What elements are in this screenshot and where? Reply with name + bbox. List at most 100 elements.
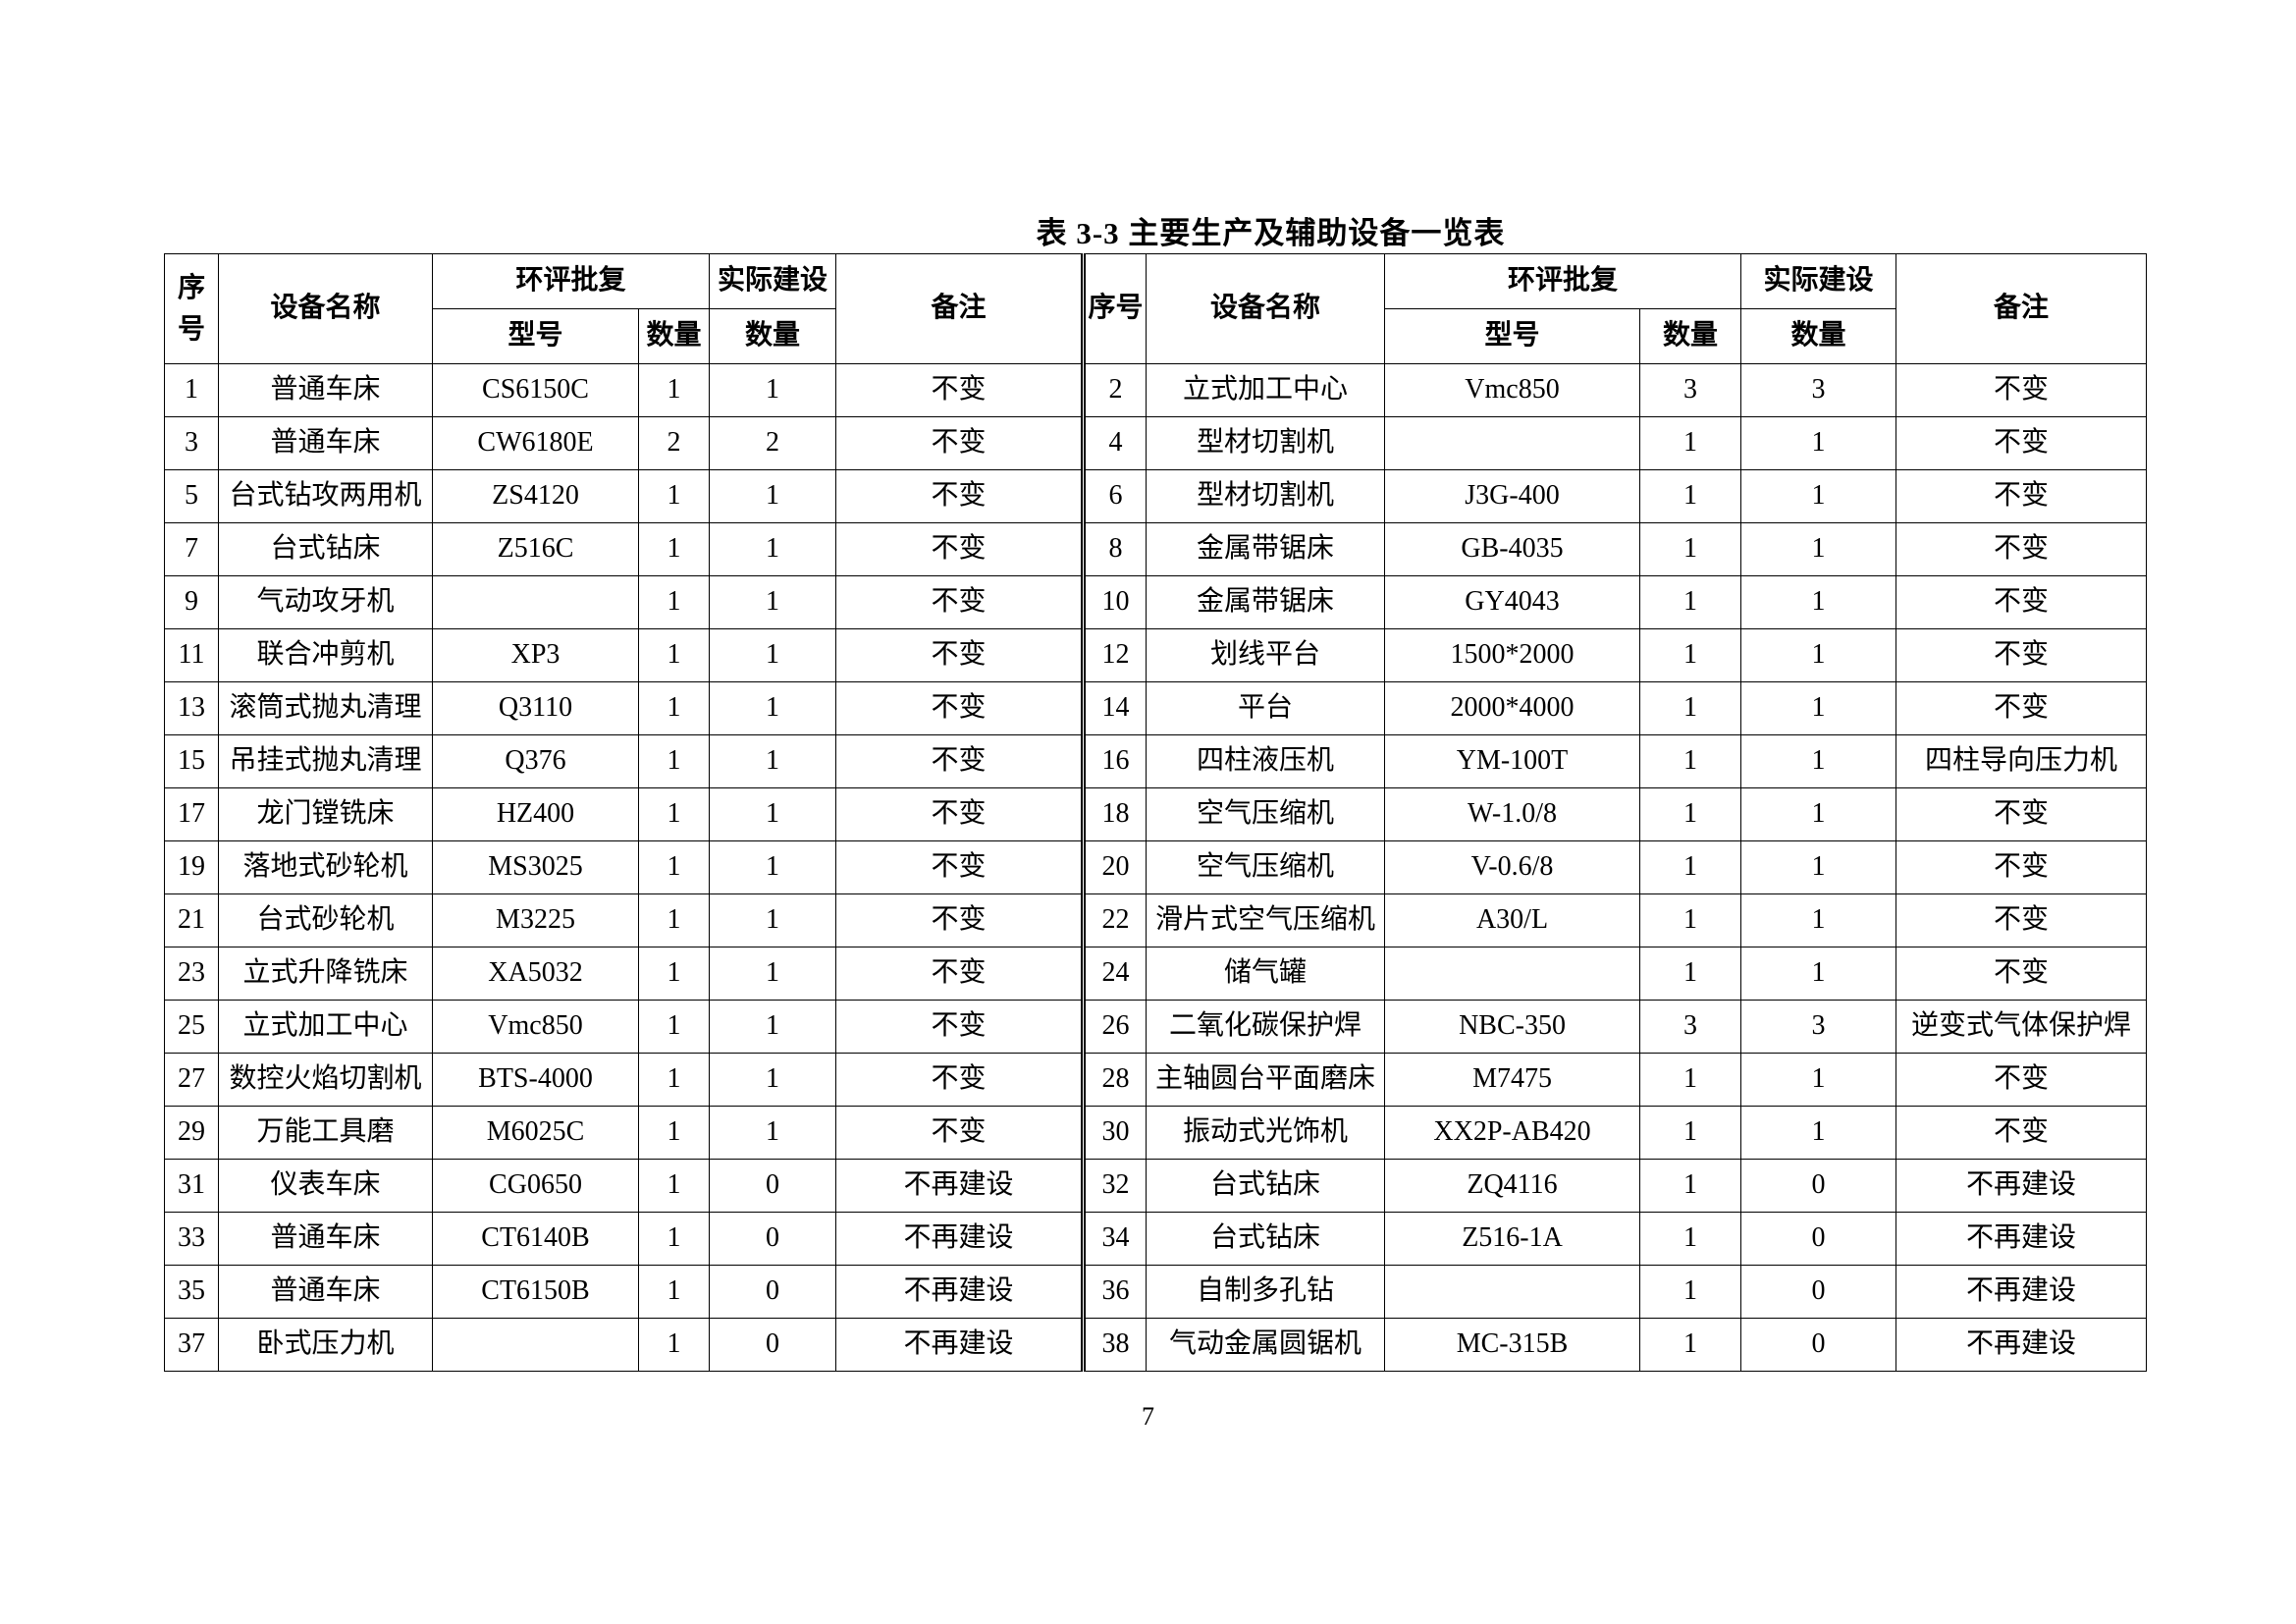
cell-remark: 不变 xyxy=(835,628,1085,682)
cell-name: 台式钻床 xyxy=(218,522,433,576)
cell-actual-qty: 3 xyxy=(1740,1000,1897,1054)
cell-remark: 不变 xyxy=(835,575,1085,629)
cell-seq: 17 xyxy=(164,787,219,841)
cell-remark: 不变 xyxy=(1896,681,2148,735)
cell-seq: 15 xyxy=(164,734,219,788)
cell-remark: 不变 xyxy=(835,840,1085,894)
cell-qty: 1 xyxy=(1639,681,1742,735)
cell-remark: 不再建设 xyxy=(835,1265,1085,1319)
cell-actual-qty: 1 xyxy=(709,628,837,682)
cell-actual-qty: 1 xyxy=(1740,681,1897,735)
cell-model xyxy=(432,1318,639,1372)
cell-qty: 1 xyxy=(1639,1159,1742,1213)
cell-name: 普通车床 xyxy=(218,416,433,470)
cell-actual-qty: 1 xyxy=(709,1000,837,1054)
cell-name: 龙门镗铣床 xyxy=(218,787,433,841)
cell-actual-qty: 0 xyxy=(1740,1212,1897,1266)
header-name-right: 设备名称 xyxy=(1146,253,1386,364)
cell-remark: 不变 xyxy=(835,1053,1085,1107)
cell-qty: 1 xyxy=(637,363,711,417)
cell-remark: 不再建设 xyxy=(1896,1318,2148,1372)
header-seq: 序号 xyxy=(164,253,219,364)
cell-actual-qty: 0 xyxy=(709,1159,837,1213)
cell-seq: 32 xyxy=(1081,1159,1148,1213)
cell-seq: 1 xyxy=(164,363,219,417)
cell-qty: 3 xyxy=(1639,1000,1742,1054)
cell-actual-qty: 1 xyxy=(709,787,837,841)
cell-model: MS3025 xyxy=(432,840,639,894)
cell-model: CS6150C xyxy=(432,363,639,417)
cell-name: 型材切割机 xyxy=(1146,469,1386,523)
cell-remark: 不变 xyxy=(835,469,1085,523)
cell-remark: 不变 xyxy=(1896,575,2148,629)
cell-model: J3G-400 xyxy=(1384,469,1641,523)
table-row: 21 台式砂轮机 M3225 1 1 不变 22 滑片式空气压缩机 A30/L 1 1 不变 xyxy=(164,893,2148,947)
cell-actual-qty: 1 xyxy=(1740,840,1897,894)
cell-actual-qty: 0 xyxy=(1740,1318,1897,1372)
table-row: 1 普通车床 CS6150C 1 1 不变 2 立式加工中心 Vmc850 3 3 不变 xyxy=(164,363,2148,417)
cell-seq: 31 xyxy=(164,1159,219,1213)
cell-seq: 35 xyxy=(164,1265,219,1319)
cell-model: XA5032 xyxy=(432,947,639,1001)
cell-qty: 1 xyxy=(1639,947,1742,1001)
cell-actual-qty: 1 xyxy=(709,575,837,629)
cell-actual-qty: 1 xyxy=(709,947,837,1001)
cell-actual-qty: 1 xyxy=(1740,893,1897,947)
header-approval: 环评批复 xyxy=(431,253,711,309)
cell-seq: 33 xyxy=(164,1212,219,1266)
cell-name: 四柱液压机 xyxy=(1146,734,1386,788)
table-row: 5 台式钻攻两用机 ZS4120 1 1 不变 6 型材切割机 J3G-400 1 1 不变 xyxy=(164,469,2148,523)
table-row: 11 联合冲剪机 XP3 1 1 不变 12 划线平台 1500*2000 1 1 不变 xyxy=(164,628,2148,682)
cell-seq: 27 xyxy=(164,1053,219,1107)
cell-qty: 1 xyxy=(637,1159,711,1213)
cell-model: NBC-350 xyxy=(1384,1000,1641,1054)
cell-seq: 18 xyxy=(1081,787,1148,841)
table-row: 23 立式升降铣床 XA5032 1 1 不变 24 储气罐 1 1 不变 xyxy=(164,947,2148,1001)
cell-model: ZQ4116 xyxy=(1384,1159,1641,1213)
header-row-1: 序号 设备名称 环评批复 实际建设 备注 序号 设备名称 环评批复 实际建设 备… xyxy=(164,253,2148,364)
cell-remark: 四柱导向压力机 xyxy=(1896,734,2148,788)
cell-qty: 1 xyxy=(1639,628,1742,682)
cell-name: 台式砂轮机 xyxy=(218,893,433,947)
cell-model xyxy=(1384,1265,1641,1319)
table-row: 27 数控火焰切割机 BTS-4000 1 1 不变 28 主轴圆台平面磨床 M7475 1 1 不变 xyxy=(164,1053,2148,1107)
cell-seq: 34 xyxy=(1081,1212,1148,1266)
cell-qty: 1 xyxy=(1639,787,1742,841)
cell-model: CG0650 xyxy=(432,1159,639,1213)
table-title: 表 3-3 主要生产及辅助设备一览表 xyxy=(1036,216,1506,250)
cell-remark: 不变 xyxy=(1896,1106,2148,1160)
cell-seq: 5 xyxy=(164,469,219,523)
cell-seq: 26 xyxy=(1081,1000,1148,1054)
cell-actual-qty: 0 xyxy=(709,1265,837,1319)
cell-name: 联合冲剪机 xyxy=(218,628,433,682)
cell-qty: 1 xyxy=(1639,416,1742,470)
cell-model: BTS-4000 xyxy=(432,1053,639,1107)
cell-actual-qty: 1 xyxy=(1740,628,1897,682)
cell-actual-qty: 1 xyxy=(709,1053,837,1107)
cell-name: 吊挂式抛丸清理 xyxy=(218,734,433,788)
cell-remark: 不变 xyxy=(1896,840,2148,894)
header-model-right: 型号 xyxy=(1384,308,1641,364)
cell-name: 万能工具磨 xyxy=(218,1106,433,1160)
cell-qty: 1 xyxy=(637,1265,711,1319)
cell-actual-qty: 1 xyxy=(1740,469,1897,523)
cell-qty: 1 xyxy=(637,628,711,682)
cell-remark: 不变 xyxy=(835,893,1085,947)
cell-actual-qty: 0 xyxy=(709,1212,837,1266)
cell-actual-qty: 0 xyxy=(709,1318,837,1372)
cell-name: 主轴圆台平面磨床 xyxy=(1146,1053,1386,1107)
header-actual-qty-right: 数量 xyxy=(1740,308,1897,364)
table-row: 37 卧式压力机 1 0 不再建设 38 气动金属圆锯机 MC-315B 1 0 不再建设 xyxy=(164,1318,2148,1372)
cell-remark: 不变 xyxy=(835,681,1085,735)
cell-qty: 1 xyxy=(637,681,711,735)
cell-remark: 不变 xyxy=(1896,363,2148,417)
cell-qty: 1 xyxy=(1639,893,1742,947)
cell-remark: 逆变式气体保护焊 xyxy=(1896,1000,2148,1054)
cell-actual-qty: 1 xyxy=(709,893,837,947)
cell-actual-qty: 1 xyxy=(1740,734,1897,788)
cell-remark: 不变 xyxy=(1896,416,2148,470)
table-row: 25 立式加工中心 Vmc850 1 1 不变 26 二氧化碳保护焊 NBC-350 3 3 逆变式气… xyxy=(164,1000,2148,1054)
cell-model: M6025C xyxy=(432,1106,639,1160)
cell-name: 振动式光饰机 xyxy=(1146,1106,1386,1160)
cell-name: 气动金属圆锯机 xyxy=(1146,1318,1386,1372)
